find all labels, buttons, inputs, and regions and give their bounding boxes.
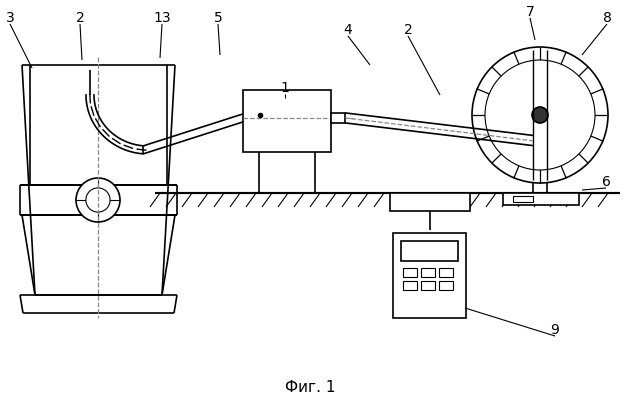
Ellipse shape <box>76 178 120 222</box>
Text: 2: 2 <box>76 11 84 25</box>
Text: 9: 9 <box>550 323 559 337</box>
Text: 4: 4 <box>344 23 353 37</box>
Bar <box>403 281 417 290</box>
Bar <box>421 268 435 277</box>
Ellipse shape <box>86 188 110 212</box>
Ellipse shape <box>485 60 595 170</box>
Ellipse shape <box>500 75 580 155</box>
Bar <box>403 268 417 277</box>
Bar <box>503 193 579 205</box>
Bar <box>513 196 533 202</box>
Text: 3: 3 <box>6 11 14 25</box>
Text: 13: 13 <box>153 11 171 25</box>
Ellipse shape <box>472 47 608 183</box>
Text: 8: 8 <box>603 11 611 25</box>
Polygon shape <box>477 52 603 178</box>
Text: 1: 1 <box>280 81 289 95</box>
Ellipse shape <box>515 90 565 140</box>
Text: 2: 2 <box>404 23 412 37</box>
Bar <box>331 113 345 123</box>
Text: 5: 5 <box>214 11 222 25</box>
Bar <box>439 268 453 277</box>
Text: Фиг. 1: Фиг. 1 <box>285 381 335 396</box>
Bar <box>439 281 453 290</box>
Bar <box>421 281 435 290</box>
Text: 6: 6 <box>602 175 611 189</box>
Bar <box>393 233 466 318</box>
Bar <box>243 90 331 152</box>
Text: 7: 7 <box>525 5 534 19</box>
Ellipse shape <box>532 107 548 123</box>
Bar <box>390 193 470 211</box>
Bar <box>401 241 458 261</box>
